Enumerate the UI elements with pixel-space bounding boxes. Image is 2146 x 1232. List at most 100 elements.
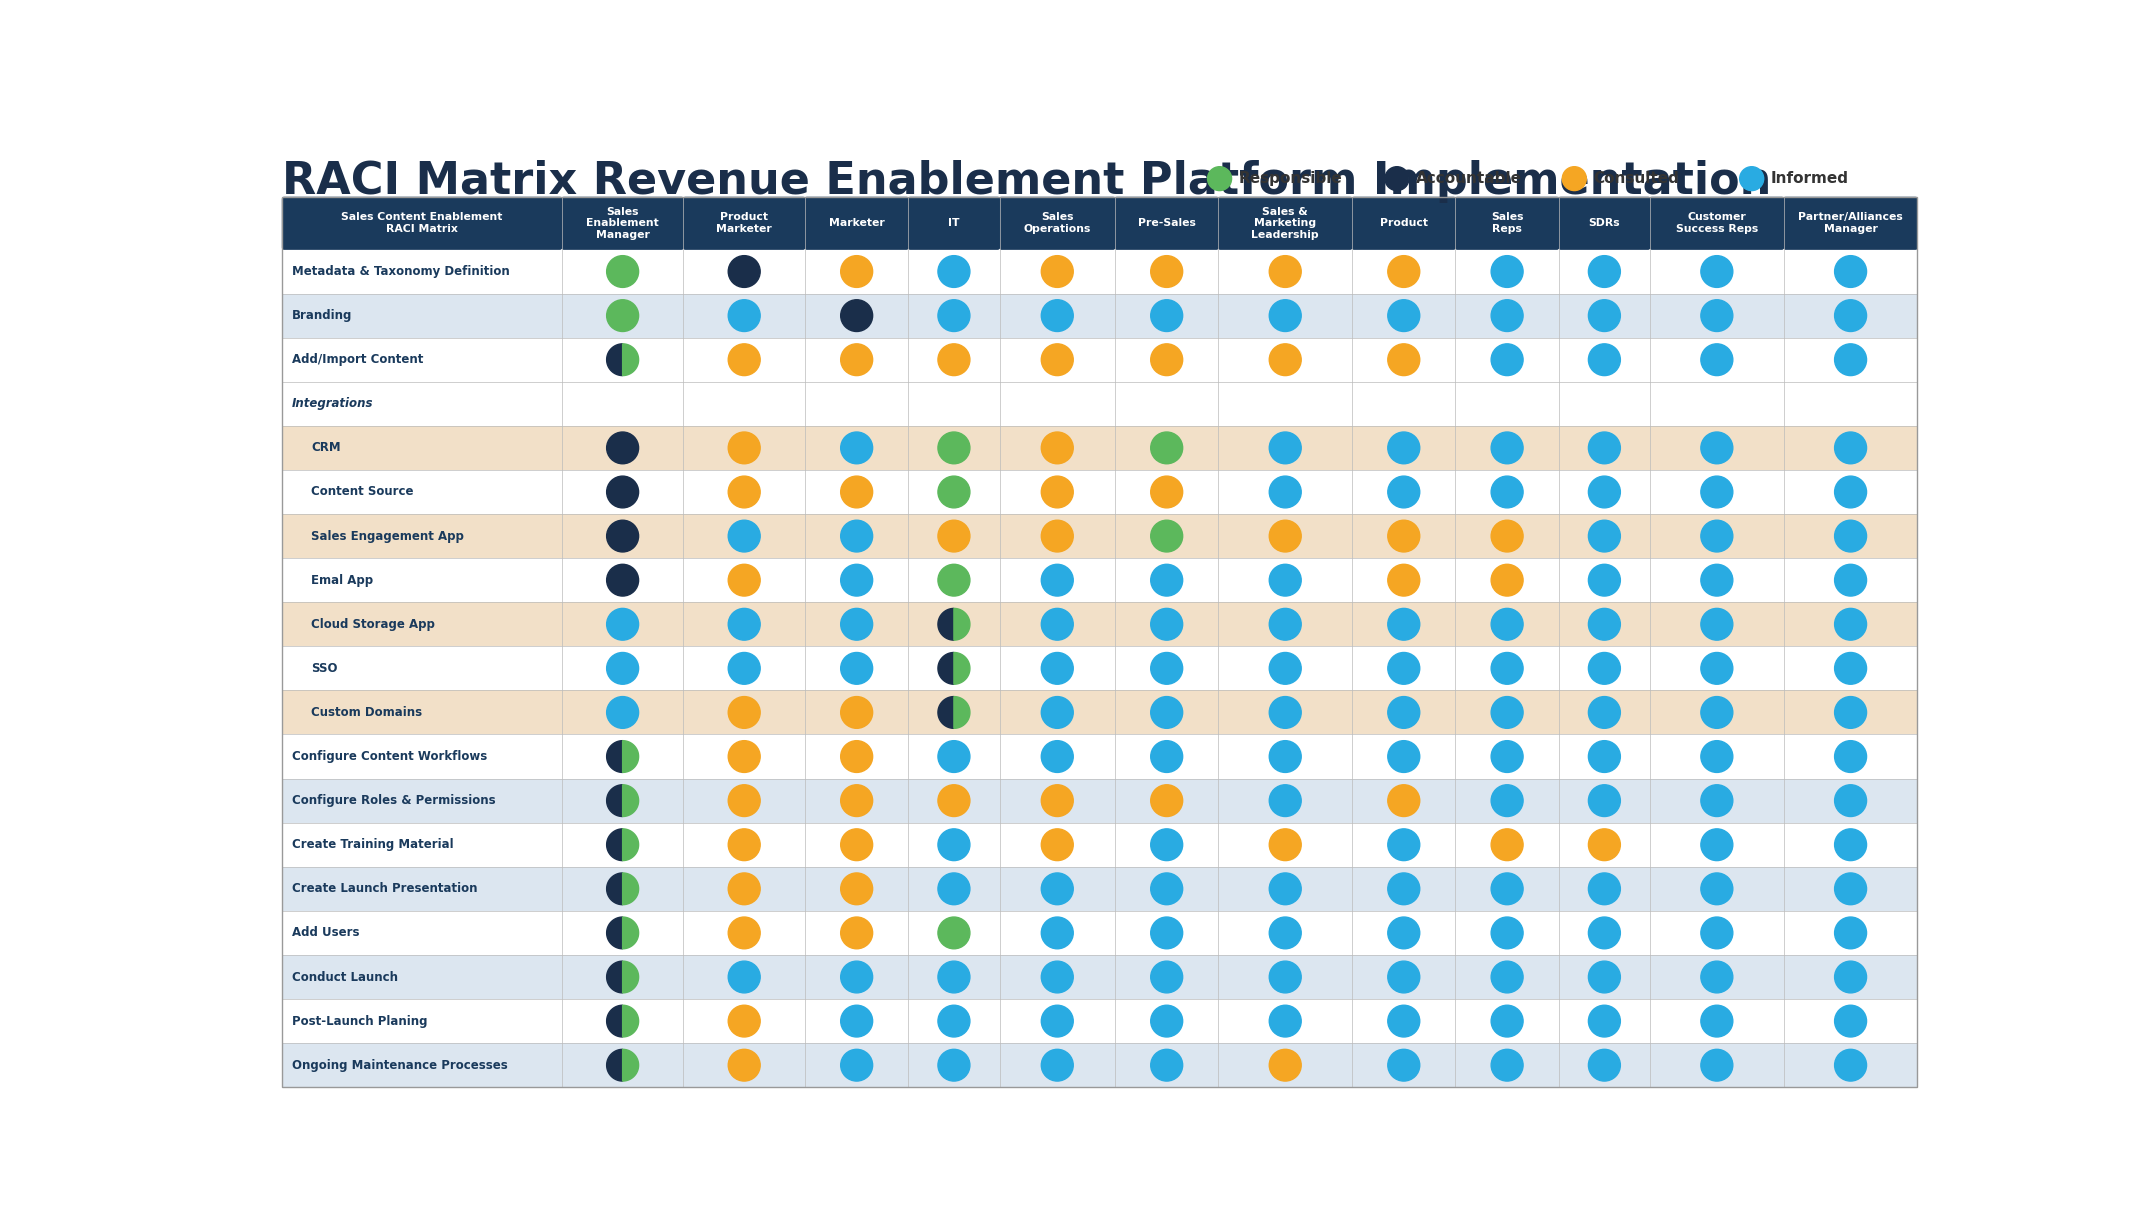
- Circle shape: [1491, 1050, 1524, 1080]
- Circle shape: [1150, 1005, 1182, 1037]
- Polygon shape: [607, 829, 622, 861]
- Circle shape: [1588, 917, 1620, 949]
- FancyBboxPatch shape: [562, 197, 685, 250]
- Circle shape: [1740, 166, 1764, 191]
- Circle shape: [841, 476, 873, 508]
- Circle shape: [1491, 829, 1524, 861]
- Circle shape: [1702, 740, 1732, 772]
- Circle shape: [1491, 564, 1524, 596]
- Text: SDRs: SDRs: [1588, 218, 1620, 228]
- Circle shape: [1041, 785, 1073, 817]
- Circle shape: [607, 609, 640, 641]
- Bar: [283, 426, 1916, 469]
- Circle shape: [607, 256, 640, 287]
- Circle shape: [607, 696, 640, 728]
- Circle shape: [1702, 917, 1732, 949]
- Circle shape: [1150, 344, 1182, 376]
- Bar: [283, 999, 1916, 1044]
- Bar: [283, 734, 1916, 779]
- Circle shape: [1702, 476, 1732, 508]
- Circle shape: [1388, 520, 1421, 552]
- Circle shape: [1835, 564, 1867, 596]
- Circle shape: [1835, 961, 1867, 993]
- Polygon shape: [607, 961, 622, 993]
- Circle shape: [1268, 696, 1300, 728]
- FancyBboxPatch shape: [1558, 197, 1650, 250]
- Circle shape: [1268, 476, 1300, 508]
- Circle shape: [1268, 609, 1300, 641]
- Polygon shape: [938, 609, 955, 641]
- Text: IT: IT: [949, 218, 959, 228]
- Circle shape: [938, 299, 970, 331]
- Circle shape: [607, 564, 640, 596]
- Bar: [283, 382, 1916, 426]
- Circle shape: [938, 1005, 970, 1037]
- Text: Branding: Branding: [292, 309, 352, 322]
- Circle shape: [1268, 344, 1300, 376]
- Text: Configure Content Workflows: Configure Content Workflows: [292, 750, 487, 763]
- Circle shape: [1835, 873, 1867, 904]
- Text: Add Users: Add Users: [292, 926, 358, 940]
- Circle shape: [1388, 1005, 1421, 1037]
- Text: Add/Import Content: Add/Import Content: [292, 354, 423, 366]
- Circle shape: [1835, 432, 1867, 463]
- FancyBboxPatch shape: [1650, 197, 1783, 250]
- Circle shape: [1835, 1050, 1867, 1080]
- Polygon shape: [622, 1005, 640, 1037]
- Polygon shape: [607, 1005, 622, 1037]
- Circle shape: [1491, 696, 1524, 728]
- Circle shape: [1041, 740, 1073, 772]
- Circle shape: [1041, 1005, 1073, 1037]
- Text: Metadata & Taxonomy Definition: Metadata & Taxonomy Definition: [292, 265, 509, 278]
- Circle shape: [938, 740, 970, 772]
- Circle shape: [1041, 256, 1073, 287]
- Circle shape: [1702, 564, 1732, 596]
- FancyBboxPatch shape: [908, 197, 1000, 250]
- Text: Product: Product: [1380, 218, 1427, 228]
- Polygon shape: [622, 873, 640, 904]
- Circle shape: [1268, 917, 1300, 949]
- Circle shape: [1150, 917, 1182, 949]
- Circle shape: [1268, 1050, 1300, 1080]
- Text: Post-Launch Planing: Post-Launch Planing: [292, 1015, 427, 1027]
- Text: Sales Engagement App: Sales Engagement App: [311, 530, 464, 542]
- Circle shape: [938, 476, 970, 508]
- Text: Sales
Operations: Sales Operations: [1024, 212, 1090, 234]
- Circle shape: [1041, 917, 1073, 949]
- Circle shape: [727, 299, 760, 331]
- Circle shape: [1150, 961, 1182, 993]
- Circle shape: [1588, 432, 1620, 463]
- Circle shape: [1588, 256, 1620, 287]
- Circle shape: [1208, 166, 1232, 191]
- Circle shape: [1150, 829, 1182, 861]
- Circle shape: [1835, 344, 1867, 376]
- Polygon shape: [607, 873, 622, 904]
- Circle shape: [841, 564, 873, 596]
- Polygon shape: [607, 740, 622, 772]
- Polygon shape: [622, 917, 640, 949]
- Circle shape: [1588, 961, 1620, 993]
- Circle shape: [841, 961, 873, 993]
- Text: Informed: Informed: [1770, 171, 1850, 186]
- Circle shape: [727, 873, 760, 904]
- Circle shape: [1835, 785, 1867, 817]
- Text: Configure Roles & Permissions: Configure Roles & Permissions: [292, 795, 496, 807]
- Circle shape: [1150, 520, 1182, 552]
- Bar: [283, 647, 1916, 690]
- Circle shape: [1388, 873, 1421, 904]
- Circle shape: [1041, 696, 1073, 728]
- Circle shape: [1588, 564, 1620, 596]
- Circle shape: [1588, 520, 1620, 552]
- Circle shape: [1384, 166, 1410, 191]
- Circle shape: [1835, 696, 1867, 728]
- Text: Pre-Sales: Pre-Sales: [1137, 218, 1195, 228]
- Circle shape: [1268, 961, 1300, 993]
- FancyBboxPatch shape: [1000, 197, 1116, 250]
- Text: Integrations: Integrations: [292, 397, 373, 410]
- Text: Consulted: Consulted: [1594, 171, 1680, 186]
- Circle shape: [1388, 740, 1421, 772]
- Circle shape: [1268, 785, 1300, 817]
- Circle shape: [1388, 344, 1421, 376]
- Circle shape: [727, 653, 760, 684]
- Circle shape: [1702, 609, 1732, 641]
